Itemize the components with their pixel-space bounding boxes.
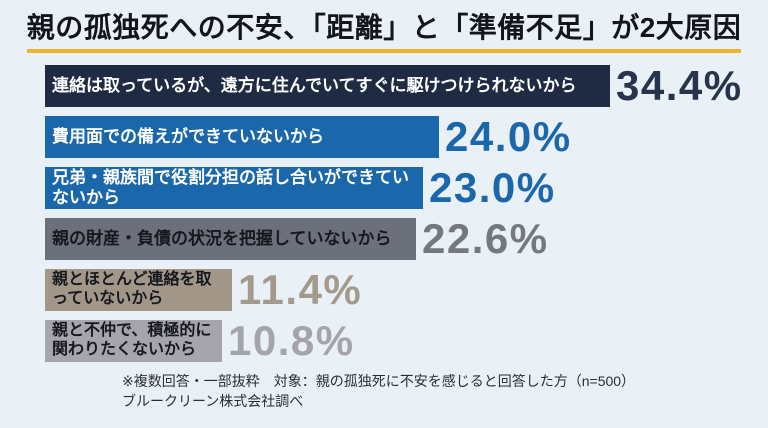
bar-segment: 親とほとんど連絡を取 っていないから (45, 269, 232, 311)
bar-label: 親とほとんど連絡を取 っていないから (52, 271, 212, 307)
bar-chart: 連絡は取っているが、遠方に住んでいてすぐに駆けつけられないから 34.4% 費用… (45, 65, 768, 362)
title-area: 親の孤独死への不安、「距離」と「準備不足」が2大原因 (0, 0, 768, 53)
bar-value-label: 23.0% (429, 164, 556, 211)
bar-row: 費用面での備えができていないから 24.0% (45, 116, 768, 158)
bar-value-label: 10.8% (228, 317, 355, 364)
footnote: ※複数回答・一部抜粋 対象：親の孤独死に不安を感じると回答した方（n=500） (122, 373, 636, 389)
bar-value-label: 11.4% (238, 266, 363, 313)
bar-segment: 費用面での備えができていないから (45, 116, 439, 158)
bar-value-label: 24.0% (445, 113, 572, 160)
bar-row: 兄弟・親族間で役割分担の話し合いができてい ないから 23.0% (45, 167, 768, 209)
bar-label: 費用面での備えができていないから (52, 126, 324, 146)
bar-label: 親と不仲で、積極的に 関わりたくないから (52, 322, 212, 358)
bar-row: 親とほとんど連絡を取 っていないから 11.4% (45, 269, 768, 311)
page-title: 親の孤独死への不安、「距離」と「準備不足」が2大原因 (26, 10, 742, 53)
bar-segment: 親と不仲で、積極的に 関わりたくないから (45, 320, 222, 362)
bar-row: 親と不仲で、積極的に 関わりたくないから 10.8% (45, 320, 768, 362)
bar-row: 親の財産・負債の状況を把握していないから 22.6% (45, 218, 768, 260)
bar-label: 連絡は取っているが、遠方に住んでいてすぐに駆けつけられないから (52, 75, 577, 95)
bar-value-label: 22.6% (422, 215, 549, 262)
source-line: ブルークリーン株式会社調べ (122, 393, 304, 409)
bar-segment: 連絡は取っているが、遠方に住んでいてすぐに駆けつけられないから (45, 65, 610, 107)
bar-segment: 兄弟・親族間で役割分担の話し合いができてい ないから (45, 167, 423, 209)
bar-row: 連絡は取っているが、遠方に住んでいてすぐに駆けつけられないから 34.4% (45, 65, 768, 107)
bar-label: 兄弟・親族間で役割分担の話し合いができてい ないから (52, 167, 409, 207)
bar-label: 親の財産・負債の状況を把握していないから (52, 228, 392, 248)
footnote-area: ※複数回答・一部抜粋 対象：親の孤独死に不安を感じると回答した方（n=500） … (122, 371, 768, 411)
bar-value-label: 34.4% (616, 62, 743, 109)
bar-segment: 親の財産・負債の状況を把握していないから (45, 218, 416, 260)
